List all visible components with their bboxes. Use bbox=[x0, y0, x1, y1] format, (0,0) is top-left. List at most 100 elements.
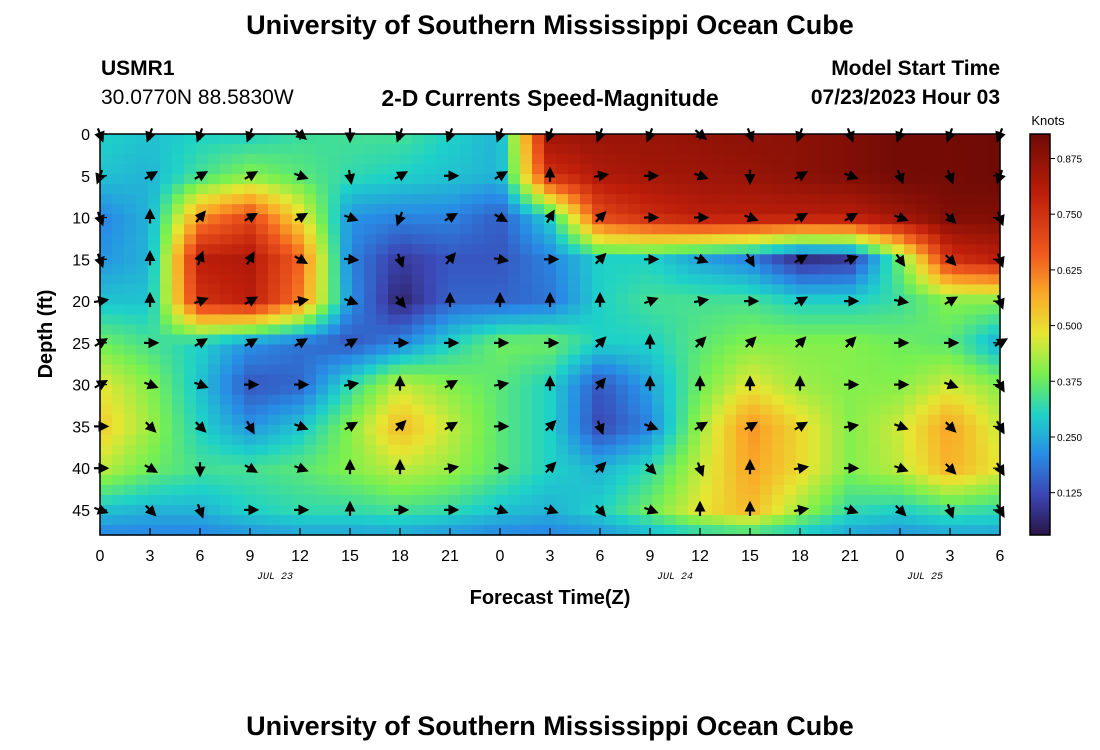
heatmap-cell bbox=[592, 224, 605, 235]
heatmap-cell bbox=[784, 294, 797, 306]
heatmap-cell bbox=[616, 274, 629, 285]
heatmap-cell bbox=[904, 394, 917, 406]
current-vector-arrow bbox=[844, 254, 859, 266]
heatmap-cell bbox=[844, 454, 857, 466]
current-vector-arrow bbox=[944, 212, 957, 225]
heatmap-cell bbox=[172, 514, 185, 526]
heatmap-cell bbox=[364, 404, 377, 416]
heatmap-cell bbox=[712, 424, 725, 436]
heatmap-cell bbox=[904, 164, 917, 175]
heatmap-cell bbox=[916, 164, 929, 175]
heatmap-cell bbox=[556, 444, 569, 456]
heatmap-cell bbox=[496, 184, 509, 195]
heatmap-cell bbox=[904, 204, 917, 215]
heatmap-cell bbox=[220, 484, 233, 496]
heatmap-cell bbox=[316, 314, 329, 326]
heatmap-cell bbox=[172, 274, 185, 285]
heatmap-cell bbox=[676, 334, 689, 346]
heatmap-cell bbox=[280, 134, 293, 145]
heatmap-cell bbox=[772, 504, 785, 516]
heatmap-cell bbox=[676, 294, 689, 306]
heatmap-cell bbox=[304, 164, 317, 175]
current-vector-arrow bbox=[894, 504, 907, 517]
heatmap-cell bbox=[352, 304, 365, 316]
current-vector-arrow bbox=[944, 254, 957, 266]
heatmap-cell bbox=[484, 234, 497, 245]
heatmap-cell bbox=[880, 224, 893, 235]
heatmap-cell bbox=[208, 454, 221, 466]
heatmap-cell bbox=[508, 384, 521, 396]
heatmap-cell bbox=[376, 454, 389, 466]
heatmap-cell bbox=[172, 364, 185, 376]
heatmap-cell bbox=[148, 144, 161, 155]
heatmap-cell bbox=[592, 184, 605, 195]
heatmap-cell bbox=[220, 464, 233, 476]
heatmap-cell bbox=[580, 284, 593, 296]
heatmap-cell bbox=[808, 164, 821, 175]
heatmap-cell bbox=[676, 384, 689, 396]
heatmap-cell bbox=[952, 414, 965, 426]
heatmap-cell bbox=[196, 194, 209, 205]
heatmap-cell bbox=[112, 264, 125, 275]
heatmap-cell bbox=[592, 394, 605, 406]
heatmap-cell bbox=[424, 344, 437, 356]
heatmap-cell bbox=[652, 374, 665, 386]
heatmap-cell bbox=[292, 234, 305, 245]
heatmap-cell bbox=[520, 314, 533, 326]
heatmap-cell bbox=[508, 214, 521, 225]
heatmap-cell bbox=[676, 464, 689, 476]
heatmap-cell bbox=[196, 384, 209, 396]
current-vector-arrow bbox=[844, 169, 859, 181]
heatmap-cell bbox=[592, 344, 605, 356]
heatmap-cell bbox=[220, 194, 233, 205]
heatmap-cell bbox=[784, 384, 797, 396]
heatmap-cell bbox=[136, 284, 149, 296]
heatmap-cell bbox=[976, 214, 989, 225]
heatmap-cell bbox=[220, 504, 233, 516]
heatmap-cell bbox=[652, 334, 665, 346]
heatmap-cell bbox=[292, 414, 305, 426]
heatmap-cell bbox=[832, 504, 845, 516]
heatmap-cell bbox=[844, 514, 857, 526]
heatmap-cell bbox=[604, 484, 617, 496]
heatmap-cell bbox=[424, 164, 437, 175]
heatmap-cell bbox=[952, 504, 965, 516]
heatmap-cell bbox=[172, 144, 185, 155]
heatmap-cell bbox=[304, 134, 317, 145]
heatmap-cell bbox=[556, 364, 569, 376]
heatmap-cell bbox=[352, 344, 365, 356]
heatmap-cell bbox=[244, 154, 257, 165]
heatmap-cell bbox=[256, 174, 269, 185]
heatmap-cell bbox=[952, 174, 965, 185]
colorbar-tick-label: 0.750 bbox=[1057, 210, 1082, 221]
heatmap-cell bbox=[616, 244, 629, 255]
heatmap-cell bbox=[880, 264, 893, 275]
heatmap-cell bbox=[532, 244, 545, 255]
heatmap-cell bbox=[184, 524, 197, 536]
heatmap-cell bbox=[928, 354, 941, 366]
heatmap-cell bbox=[436, 164, 449, 175]
heatmap-cell bbox=[112, 184, 125, 195]
heatmap-cell bbox=[124, 374, 137, 386]
heatmap-cell bbox=[868, 464, 881, 476]
heatmap-cell bbox=[952, 194, 965, 205]
heatmap-cell bbox=[676, 144, 689, 155]
heatmap-cell bbox=[508, 274, 521, 285]
heatmap-cell bbox=[664, 214, 677, 225]
heatmap-cell bbox=[832, 494, 845, 506]
heatmap-cell bbox=[112, 134, 125, 145]
heatmap-cell bbox=[196, 274, 209, 285]
x-tick-label: 3 bbox=[946, 548, 955, 565]
heatmap-cell bbox=[400, 254, 413, 265]
heatmap-cell bbox=[712, 214, 725, 225]
heatmap-cell bbox=[916, 254, 929, 265]
heatmap-cell bbox=[328, 254, 341, 265]
heatmap-cell bbox=[808, 394, 821, 406]
current-vector-arrow bbox=[344, 338, 359, 349]
heatmap-cell bbox=[244, 304, 257, 316]
heatmap-cell bbox=[580, 384, 593, 396]
heatmap-cell bbox=[508, 374, 521, 386]
heatmap-cell bbox=[904, 474, 917, 486]
heatmap-cell bbox=[340, 444, 353, 456]
heatmap-cell bbox=[400, 514, 413, 526]
